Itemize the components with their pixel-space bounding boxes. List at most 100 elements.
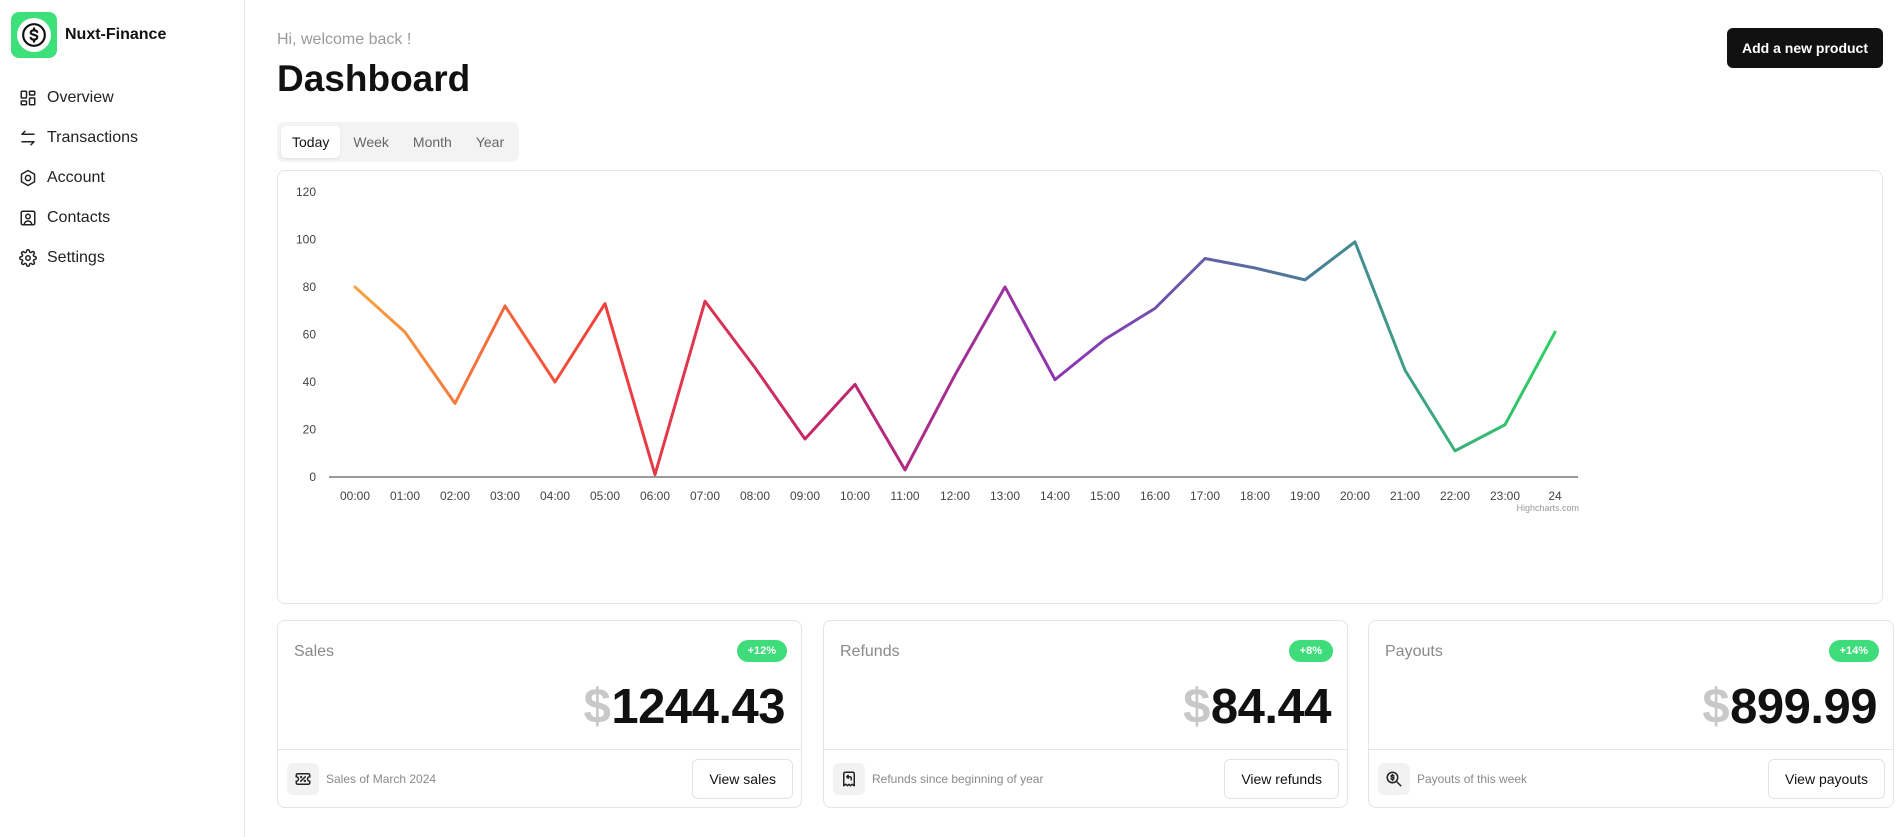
footer-caption: Refunds since beginning of year xyxy=(872,772,1044,786)
data-point xyxy=(753,366,757,370)
sidebar-item-label: Contacts xyxy=(47,209,111,226)
y-tick-label: 100 xyxy=(296,233,316,247)
stat-value: $ 84.44 xyxy=(1183,679,1331,735)
view-sales-button[interactable]: View sales xyxy=(692,759,793,799)
data-point xyxy=(853,382,857,386)
x-tick-label: 18:00 xyxy=(1240,489,1270,503)
data-point xyxy=(1253,266,1257,270)
y-tick-label: 120 xyxy=(296,185,316,199)
stat-amount: 84.44 xyxy=(1210,680,1332,734)
data-point xyxy=(1303,278,1307,282)
main-content: Hi, welcome back ! Dashboard Add a new p… xyxy=(277,0,1894,837)
data-point xyxy=(603,302,607,306)
footer-caption: Payouts of this week xyxy=(1417,772,1528,786)
data-point xyxy=(953,373,957,377)
series-line xyxy=(353,240,1557,477)
y-tick-label: 0 xyxy=(309,470,316,484)
x-tick-label: 08:00 xyxy=(740,489,770,503)
x-tick-label: 21:00 xyxy=(1390,489,1420,503)
brand[interactable]: Nuxt-Finance xyxy=(11,12,166,58)
x-tick-label: 10:00 xyxy=(840,489,870,503)
data-point xyxy=(1353,240,1357,244)
stat-label: Payouts xyxy=(1385,643,1443,660)
stat-footer: Payouts of this week View payouts xyxy=(1369,749,1893,807)
x-tick-label: 19:00 xyxy=(1290,489,1320,503)
x-tick-label: 05:00 xyxy=(590,489,620,503)
x-tick-label: 00:00 xyxy=(340,489,370,503)
x-tick-label: 20:00 xyxy=(1340,489,1370,503)
tab-week[interactable]: Week xyxy=(353,134,389,150)
arrows-exchange-icon xyxy=(21,130,35,146)
x-tick-label: 14:00 xyxy=(1040,489,1070,503)
x-tick-label: 15:00 xyxy=(1090,489,1120,503)
sidebar-item-account[interactable]: Account xyxy=(19,158,138,198)
data-point xyxy=(653,473,657,477)
data-point xyxy=(1553,330,1557,334)
data-point xyxy=(453,401,457,405)
tab-year[interactable]: Year xyxy=(475,134,505,150)
add-product-button[interactable]: Add a new product xyxy=(1727,28,1883,68)
magnify-dollar-icon xyxy=(1378,763,1410,795)
payouts-card: Payouts +14% $ 899.99 Payouts of this we… xyxy=(1368,620,1894,808)
brand-name: Nuxt-Finance xyxy=(65,26,167,43)
x-tick-label: 02:00 xyxy=(440,489,470,503)
data-point xyxy=(1153,306,1157,310)
stat-footer: Sales of March 2024 View sales xyxy=(278,749,801,807)
line-chart: 0 20 40 60 80 100 120 00:00 01:00 02:00 03:00 04:00… xyxy=(296,185,1579,513)
currency-symbol: $ xyxy=(583,680,611,734)
x-tick-label: 11:00 xyxy=(890,489,919,503)
sidebar-item-label: Account xyxy=(47,169,105,186)
hexagon-icon xyxy=(20,169,36,187)
sidebar-item-transactions[interactable]: Transactions xyxy=(19,118,138,158)
currency-symbol: $ xyxy=(1702,680,1730,734)
x-tick-label: 04:00 xyxy=(540,489,570,503)
tab-today[interactable]: Today xyxy=(281,126,341,158)
data-point xyxy=(1053,378,1057,382)
stat-amount: 1244.43 xyxy=(611,680,785,734)
x-tick-label: 03:00 xyxy=(490,489,520,503)
sidebar-item-overview[interactable]: Overview xyxy=(19,78,138,118)
tab-month[interactable]: Month xyxy=(412,134,452,150)
x-tick-label: 17:00 xyxy=(1190,489,1220,503)
view-refunds-button[interactable]: View refunds xyxy=(1224,759,1339,799)
stat-amount: 899.99 xyxy=(1730,680,1877,734)
data-point xyxy=(553,380,557,384)
sidebar-item-settings[interactable]: Settings xyxy=(19,238,138,278)
status-badge: +14% xyxy=(1828,640,1879,662)
sidebar-item-label: Settings xyxy=(47,249,105,266)
stat-footer: Refunds since beginning of year View ref… xyxy=(824,749,1347,807)
data-point xyxy=(1003,285,1007,289)
data-point xyxy=(1403,368,1407,372)
data-point xyxy=(803,437,807,441)
welcome-text: Hi, welcome back ! xyxy=(277,31,412,48)
chart-credit: Highcharts.com xyxy=(1516,503,1579,513)
x-tick-label: 09:00 xyxy=(790,489,820,503)
x-tick-label: 13:00 xyxy=(990,489,1020,503)
x-tick-label: 06:00 xyxy=(640,489,670,503)
y-tick-label: 40 xyxy=(303,375,317,389)
stat-value: $ 1244.43 xyxy=(583,679,786,735)
y-tick-label: 80 xyxy=(303,280,317,294)
data-point xyxy=(403,330,407,334)
view-payouts-button[interactable]: View payouts xyxy=(1767,759,1885,799)
sidebar-nav: Overview Transactions Account Contacts xyxy=(19,78,138,278)
currency-symbol: $ xyxy=(1183,680,1210,734)
x-tick-label: 24 xyxy=(1548,489,1562,503)
data-point xyxy=(1503,423,1507,427)
dollar-circle-icon xyxy=(22,23,46,47)
sidebar-item-label: Transactions xyxy=(47,129,138,146)
data-point xyxy=(353,285,357,289)
data-point xyxy=(1103,337,1107,341)
brand-logo xyxy=(11,12,57,58)
grid-icon xyxy=(20,90,36,106)
sidebar-item-contacts[interactable]: Contacts xyxy=(19,198,138,238)
status-badge: +12% xyxy=(736,640,787,662)
sidebar: Nuxt-Finance Overview Transactions Accou… xyxy=(0,0,245,837)
status-badge: +8% xyxy=(1288,640,1333,662)
contact-card-icon xyxy=(20,210,36,226)
receipt-percent-icon xyxy=(287,763,319,795)
refunds-card: Refunds +8% $ 84.44 Refunds since beginn… xyxy=(823,620,1348,808)
stat-label: Refunds xyxy=(840,643,900,660)
stat-value: $ 899.99 xyxy=(1702,679,1877,735)
page-title: Dashboard xyxy=(277,58,471,99)
